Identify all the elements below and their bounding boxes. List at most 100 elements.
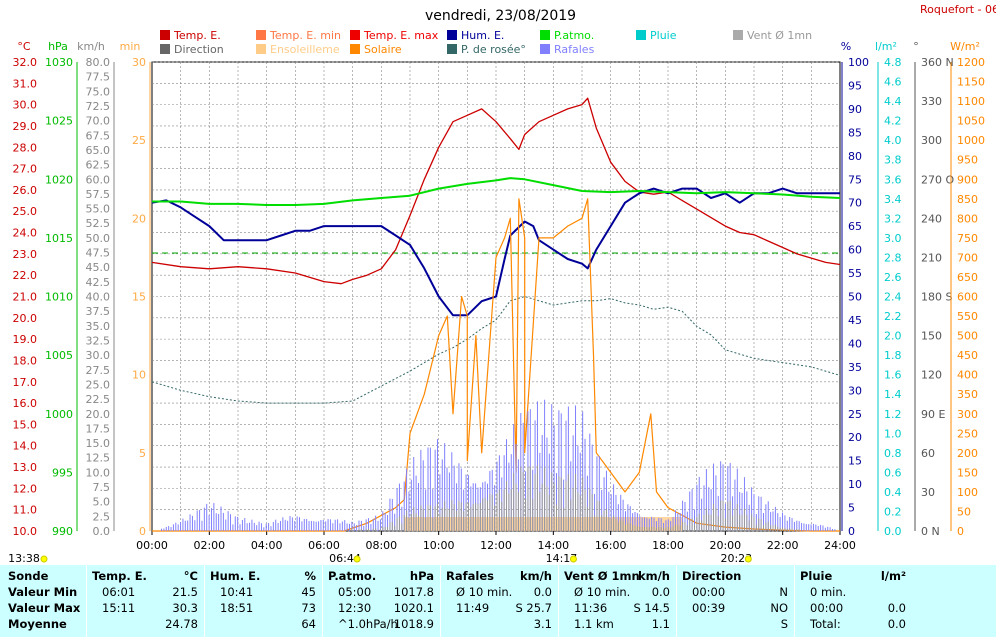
- solar-axis-tick: 200: [957, 447, 978, 460]
- table-cell-value: 0.0: [887, 601, 906, 615]
- rain-axis-tick: 1.0: [884, 427, 902, 440]
- table-cell-value: 24.78: [165, 617, 198, 631]
- temp-e-line: [151, 97, 841, 285]
- temp-axis-tick: 32.0: [13, 56, 38, 69]
- legend-label: P. de rosée°: [461, 43, 526, 56]
- table-header-unit: km/h: [637, 569, 670, 583]
- table-cell-time: 10:41: [220, 585, 254, 599]
- pressure-axis-tick: 1025: [45, 115, 73, 128]
- solar-axis-tick: 350: [957, 388, 978, 401]
- wind-axis-tick: 62.5: [86, 159, 111, 172]
- humidity-axis-tick: 35: [848, 361, 862, 374]
- sun-marker-label: 20:23: [720, 552, 752, 565]
- sunshine-axis-tick: 15: [132, 291, 146, 304]
- table-cell-value: NO: [770, 601, 788, 615]
- table-cell-time: 1.1 km: [574, 617, 614, 631]
- legend-item: Ensoleilleme: [256, 44, 340, 56]
- legend-item: P.atmo.: [540, 30, 594, 42]
- solar-axis-tick: 1150: [957, 76, 985, 89]
- rain-axis-tick: 1.6: [884, 369, 902, 382]
- sunshine-axis-tick: 25: [132, 134, 146, 147]
- time-tick-label: 12:00: [480, 539, 512, 552]
- legend-swatch: [256, 44, 266, 54]
- sunshine-axis-tick: 20: [132, 212, 146, 225]
- wind-axis-tick: 12.5: [86, 452, 111, 465]
- solar-axis-tick: 500: [957, 330, 978, 343]
- temp-axis-tick: 31.0: [13, 77, 38, 90]
- table-header: Rafales: [446, 569, 494, 583]
- humidity-axis-tick: 100: [848, 56, 869, 69]
- legend-label: Rafales: [554, 43, 595, 56]
- pressure-axis-tick: 1015: [45, 232, 73, 245]
- legend-swatch: [160, 30, 170, 40]
- direction-axis-tick: 180 S: [921, 291, 952, 304]
- table-cell-time: 00:00: [810, 601, 844, 615]
- sunshine-axis-tick: 5: [139, 447, 146, 460]
- chart-axes: 32.0 31.0 30.0 29.0 28.0 27.0 26.0 25.0 24.0 23.0…: [8, 40, 985, 565]
- rain-axis-tick: 3.6: [884, 173, 902, 186]
- wind-axis-unit: km/h: [77, 40, 105, 53]
- legend-label: Temp. E. min: [270, 29, 341, 42]
- table-cell-time: 0 min.: [810, 585, 847, 599]
- rain-axis-tick: 0.4: [884, 486, 902, 499]
- direction-axis-tick: 300: [921, 134, 942, 147]
- sun-marker-dot: [40, 555, 48, 563]
- table-header: Direction: [682, 569, 742, 583]
- legend-label: Ensoleilleme: [270, 43, 340, 56]
- legend-item: Temp. E.: [160, 30, 221, 42]
- time-tick-label: 08:00: [365, 539, 397, 552]
- rain-axis-tick: 4.8: [884, 56, 902, 69]
- legend-item: P. de rosée°: [447, 44, 526, 56]
- solar-axis-tick: 1100: [957, 95, 985, 108]
- sunshine-area: [404, 517, 683, 531]
- legend-label: P.atmo.: [554, 29, 595, 42]
- pressure-axis-tick: 1010: [45, 291, 73, 304]
- temp-axis-tick: 23.0: [13, 248, 38, 261]
- rain-axis-tick: 0.0: [884, 525, 902, 538]
- legend-swatch: [350, 44, 360, 54]
- temp-axis-tick: 10.0: [13, 525, 38, 538]
- table-cell-value: 1017.8: [393, 585, 434, 599]
- table-header-unit: °C: [183, 569, 198, 583]
- pressure-axis-tick: 1020: [45, 173, 73, 186]
- p-de-ros-e-line: [151, 296, 841, 404]
- solar-axis-tick: 1000: [957, 134, 985, 147]
- humidity-axis-tick: 30: [848, 384, 862, 397]
- pressure-axis-tick: 1030: [45, 56, 73, 69]
- weather-chart: 32.0 31.0 30.0 29.0 28.0 27.0 26.0 25.0 24.0 23.0…: [8, 40, 985, 565]
- legend-item: Vent Ø 1mn: [733, 30, 812, 42]
- wind-axis-tick: 35.0: [86, 320, 111, 333]
- direction-axis-tick: 210: [921, 251, 942, 264]
- table-cell-time: 05:00: [338, 585, 372, 599]
- pressure-axis-tick: 1000: [45, 408, 73, 421]
- time-tick-label: 02:00: [193, 539, 225, 552]
- time-tick-label: 10:00: [423, 539, 455, 552]
- temp-axis-tick: 24.0: [13, 227, 38, 240]
- table-separator: [204, 565, 205, 637]
- legend-swatch: [447, 30, 457, 40]
- wind-axis-tick: 57.5: [86, 188, 111, 201]
- table-cell-time: 18:51: [220, 601, 254, 615]
- table-header-unit: hPa: [409, 569, 434, 583]
- wind-axis-tick: 40.0: [86, 291, 111, 304]
- table-separator: [676, 565, 677, 637]
- legend-swatch: [733, 30, 743, 40]
- hum-e-line: [151, 187, 840, 317]
- sunshine-axis-tick: 10: [132, 369, 146, 382]
- direction-axis-tick: 330: [921, 95, 942, 108]
- temp-axis-tick: 15.0: [13, 418, 38, 431]
- table-separator: [794, 565, 795, 637]
- legend-item: Solaire: [350, 44, 402, 56]
- time-tick-label: 22:00: [767, 539, 799, 552]
- humidity-axis-tick: 95: [848, 79, 862, 92]
- wind-axis-tick: 55.0: [86, 203, 111, 216]
- table-separator: [558, 565, 559, 637]
- direction-axis-unit: °: [913, 40, 919, 53]
- table-row-label: Moyenne: [8, 617, 67, 631]
- time-tick-label: 00:00: [136, 539, 168, 552]
- legend-label: Temp. E.: [174, 29, 221, 42]
- solar-axis-tick: 250: [957, 427, 978, 440]
- solar-axis-unit: W/m²: [950, 40, 980, 53]
- rain-axis-tick: 4.2: [884, 115, 902, 128]
- temp-axis-tick: 12.0: [13, 482, 38, 495]
